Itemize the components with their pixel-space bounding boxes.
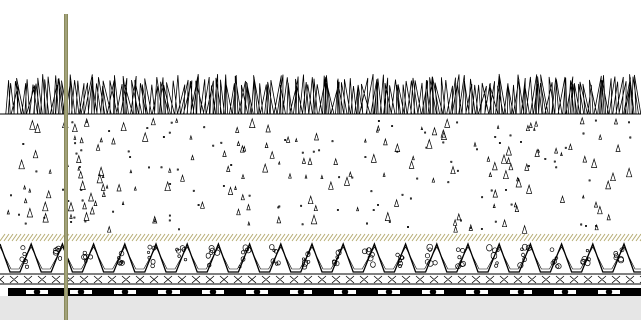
filter-fabric-layer <box>0 233 641 242</box>
drainage-cups <box>0 242 641 273</box>
membrane-layer <box>8 288 641 296</box>
growing-medium-layer <box>6 116 633 234</box>
edge-post <box>64 14 68 320</box>
grass-blades <box>5 73 641 115</box>
vegetation-layer <box>5 73 641 115</box>
soil-particles <box>6 116 633 234</box>
substrate-layer <box>0 296 641 320</box>
drainage-cups-inner <box>0 246 641 270</box>
drainage-gravel <box>19 243 625 270</box>
cross-hatch <box>0 275 641 284</box>
fabric-hatch <box>0 233 641 242</box>
drainage-layer <box>0 242 641 273</box>
protection-board-layer <box>0 273 641 285</box>
